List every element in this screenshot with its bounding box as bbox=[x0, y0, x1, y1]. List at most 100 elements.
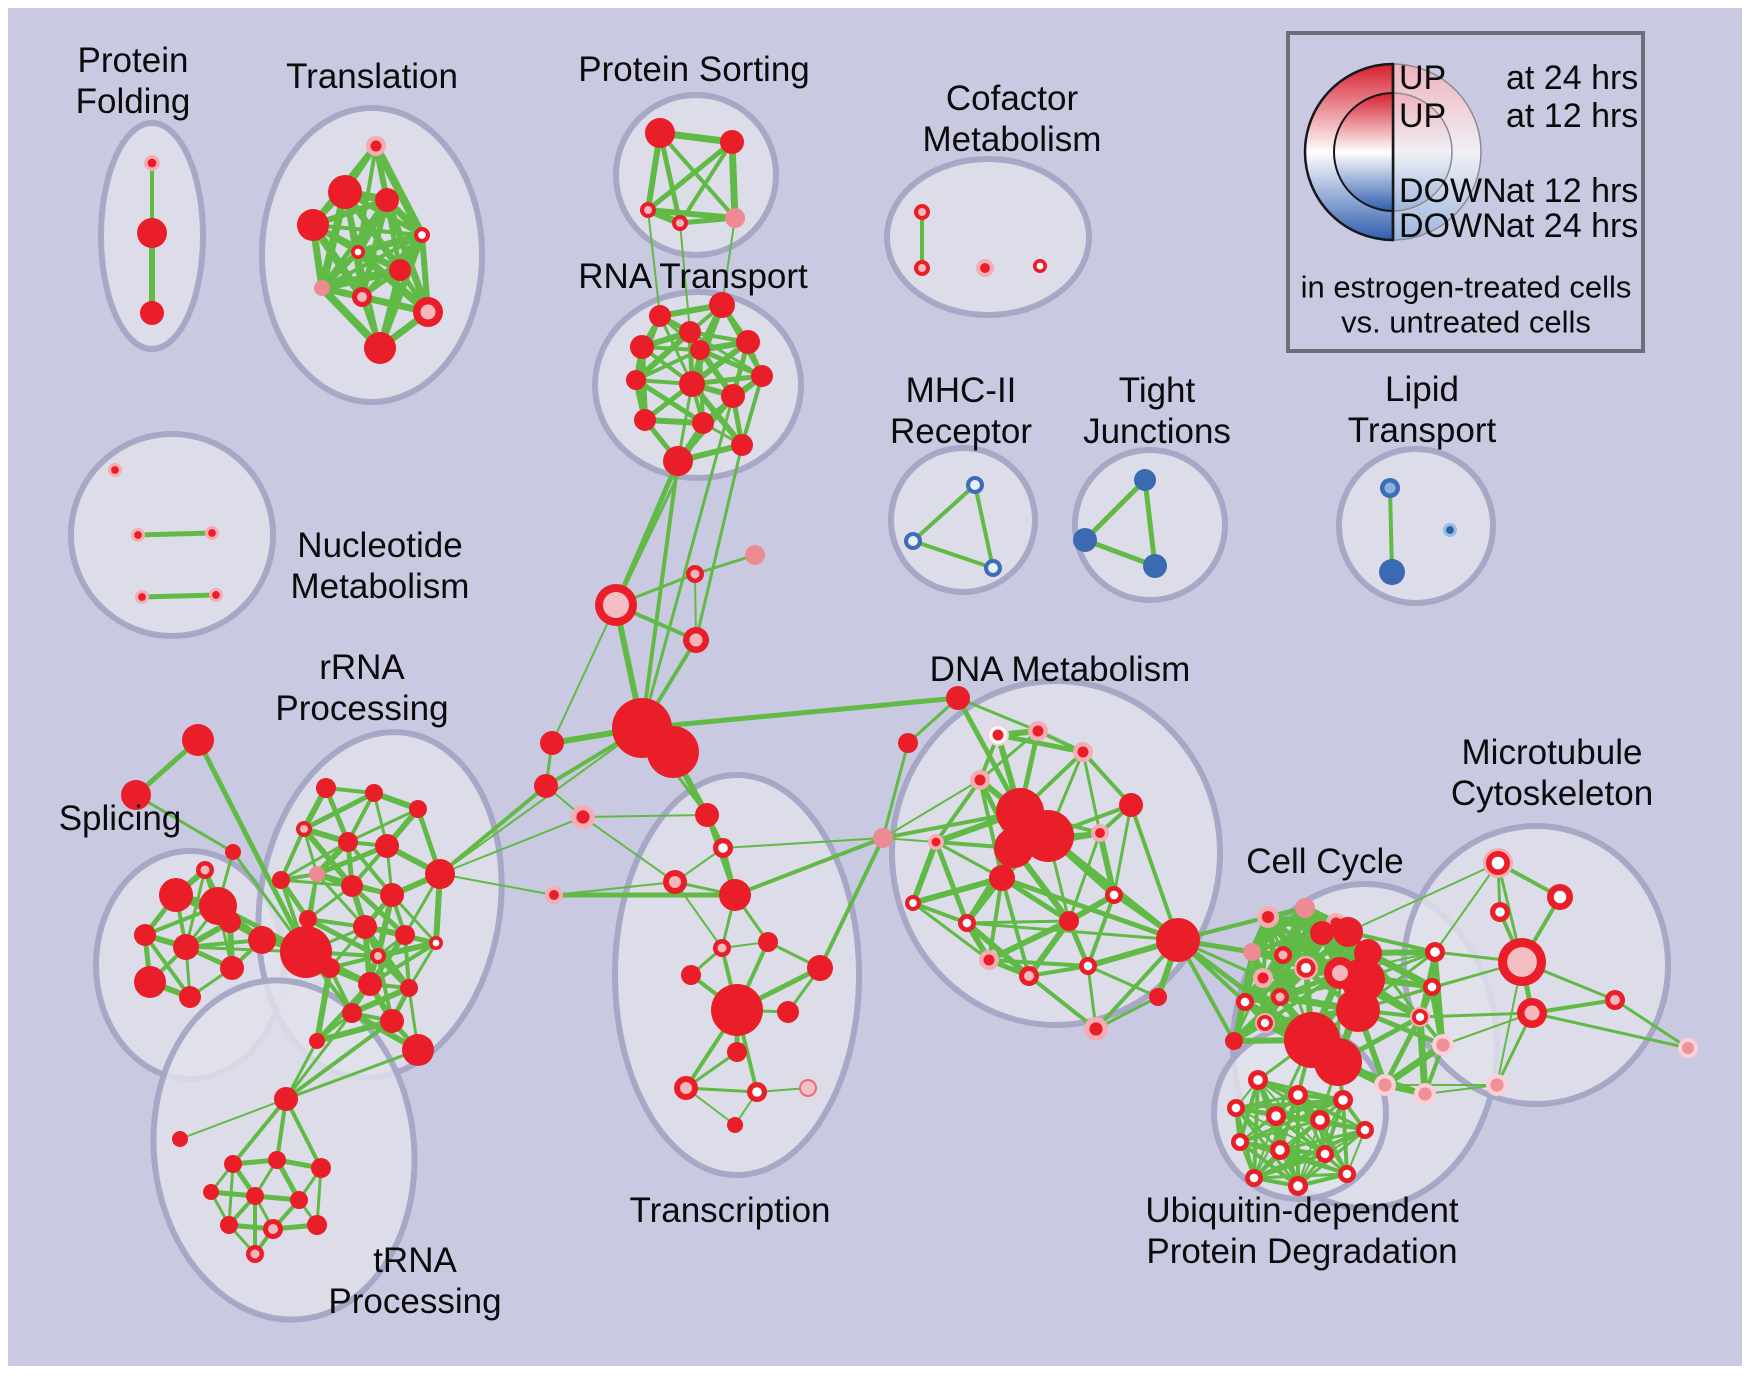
network-node-pf1 bbox=[147, 158, 157, 168]
network-node-tr7 bbox=[389, 259, 411, 281]
network-edge bbox=[964, 920, 1032, 979]
network-edge bbox=[279, 878, 354, 888]
network-node-c9 bbox=[1336, 988, 1380, 1032]
network-node-nm4 bbox=[138, 593, 146, 601]
network-node-m4 bbox=[1507, 947, 1537, 977]
network-edge bbox=[314, 965, 333, 1044]
network-node-c3 bbox=[1295, 898, 1315, 918]
network-node-d13 bbox=[994, 828, 1034, 868]
network-edge bbox=[349, 985, 412, 1016]
network-node-rt6 bbox=[736, 330, 760, 354]
network-node-sp7 bbox=[219, 911, 241, 933]
network-edge bbox=[934, 778, 982, 844]
network-edge bbox=[978, 778, 1004, 880]
network-node-rt10 bbox=[721, 384, 745, 408]
network-node-tr2 bbox=[328, 175, 362, 209]
network-node-rr7 bbox=[425, 859, 455, 889]
network-edge bbox=[319, 249, 361, 291]
network-edge bbox=[1252, 1172, 1349, 1180]
network-node-mh2 bbox=[908, 536, 918, 546]
network-edge bbox=[1434, 862, 1499, 953]
network-node-cm2 bbox=[918, 264, 926, 272]
network-node-rr20 bbox=[380, 1009, 404, 1033]
network-edge bbox=[551, 604, 617, 744]
network-node-nm5 bbox=[212, 591, 220, 599]
network-node-c23 bbox=[1378, 1078, 1392, 1092]
network-edge bbox=[279, 827, 306, 882]
network-edge bbox=[1530, 1011, 1690, 1050]
network-edge bbox=[134, 793, 235, 854]
network-node-ts2 bbox=[718, 843, 728, 853]
network-edge bbox=[1297, 1099, 1344, 1187]
network-node-pf2 bbox=[137, 218, 167, 248]
network-node-t2 bbox=[268, 1151, 286, 1169]
network-node-d3 bbox=[1077, 746, 1089, 758]
network-node-c19 bbox=[1430, 947, 1440, 957]
network-node-sp3 bbox=[134, 924, 156, 946]
network-node-t8 bbox=[268, 1224, 278, 1234]
network-edge bbox=[314, 1018, 395, 1044]
cluster-label-mhc-ii-receptor: MHC-II Receptor bbox=[890, 371, 1032, 451]
network-edge bbox=[1274, 1098, 1345, 1118]
network-node-rt8 bbox=[626, 370, 646, 390]
network-node-st2 bbox=[121, 780, 151, 810]
network-node-d22 bbox=[1059, 911, 1079, 931]
network-node-ts9 bbox=[807, 955, 833, 981]
network-edge bbox=[553, 881, 676, 896]
network-node-tj1 bbox=[1134, 469, 1156, 491]
network-edge bbox=[184, 868, 207, 949]
cluster-label-tight-junctions: Tight Junctions bbox=[1083, 371, 1231, 451]
network-edge bbox=[679, 222, 691, 333]
network-node-cn7 bbox=[576, 810, 590, 824]
network-node-m5 bbox=[1524, 1005, 1540, 1021]
network-node-c10 bbox=[1243, 943, 1261, 961]
network-node-l1 bbox=[172, 1131, 188, 1147]
cluster-label-cofactor-metabolism: Cofactor Metabolism bbox=[923, 79, 1102, 159]
legend-time-label: at 12 hrs bbox=[1506, 97, 1638, 135]
network-node-rt7 bbox=[751, 365, 773, 387]
network-node-rr11 bbox=[299, 910, 317, 928]
network-node-lt1 bbox=[1384, 482, 1396, 494]
network-node-rt14 bbox=[731, 434, 753, 456]
network-edge bbox=[693, 553, 757, 576]
network-node-tr4 bbox=[297, 209, 329, 241]
network-node-m6 bbox=[1610, 995, 1620, 1005]
network-node-tr1 bbox=[370, 140, 382, 152]
network-node-ps3 bbox=[644, 206, 652, 214]
network-edge bbox=[1381, 1041, 1447, 1089]
network-node-st3 bbox=[225, 844, 241, 860]
network-node-u9 bbox=[1275, 1145, 1285, 1155]
network-node-tr3 bbox=[375, 188, 399, 212]
network-edge bbox=[910, 875, 1005, 906]
network-node-u10 bbox=[1320, 1149, 1330, 1159]
network-edge bbox=[354, 248, 432, 316]
network-node-nm3 bbox=[208, 529, 216, 537]
network-node-ts8 bbox=[681, 965, 701, 985]
cluster-label-ubiquitin-degradation: Ubiquitin-dependent Protein Degradation bbox=[1145, 1191, 1459, 1271]
network-edge bbox=[1382, 1014, 1423, 1088]
network-edge bbox=[1418, 1011, 1534, 1019]
network-node-ts10 bbox=[711, 984, 763, 1036]
network-node-ps4 bbox=[676, 219, 684, 227]
network-edge bbox=[1388, 486, 1394, 574]
network-node-rr16 bbox=[320, 958, 340, 978]
network-node-sp5 bbox=[134, 966, 166, 998]
network-edge bbox=[733, 836, 885, 897]
network-node-rr6 bbox=[375, 834, 399, 858]
network-node-cn1 bbox=[602, 591, 630, 619]
network-edge bbox=[911, 539, 995, 570]
network-node-rt5 bbox=[690, 340, 710, 360]
network-node-rr22 bbox=[402, 1034, 434, 1066]
network-node-lt2 bbox=[1379, 559, 1405, 585]
network-node-tr11 bbox=[364, 332, 396, 364]
network-node-c25 bbox=[1418, 1087, 1432, 1101]
cluster-label-microtubule-cytoskeleton: Microtubule Cytoskeleton bbox=[1451, 733, 1653, 813]
network-edge bbox=[1278, 1128, 1367, 1152]
network-node-tr5 bbox=[418, 231, 426, 239]
network-node-c15 bbox=[1300, 962, 1312, 974]
network-edge bbox=[1238, 1118, 1322, 1144]
network-node-u8 bbox=[1235, 1137, 1245, 1147]
network-node-rr14 bbox=[432, 939, 440, 947]
network-node-rr4 bbox=[300, 825, 308, 833]
